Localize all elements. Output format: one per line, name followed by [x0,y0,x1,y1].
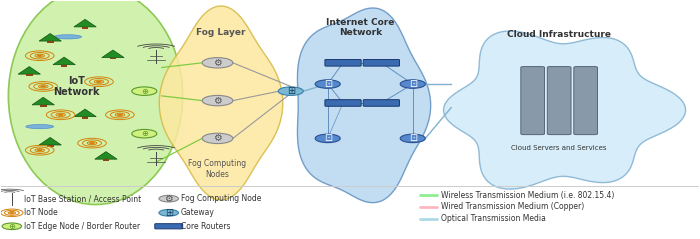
Text: ⊕: ⊕ [141,129,148,138]
FancyBboxPatch shape [325,60,361,66]
FancyBboxPatch shape [155,224,183,229]
Circle shape [400,134,426,143]
Ellipse shape [54,35,82,39]
Text: Optical Transmission Media: Optical Transmission Media [440,214,545,223]
Text: Core Routers: Core Routers [181,222,230,231]
Circle shape [118,114,122,116]
Circle shape [132,87,157,95]
Polygon shape [82,117,88,119]
Text: IoT Base Station / Access Point: IoT Base Station / Access Point [24,194,141,203]
FancyBboxPatch shape [363,60,400,66]
Ellipse shape [26,125,54,129]
FancyBboxPatch shape [363,100,400,106]
Text: ⊕: ⊕ [8,222,15,231]
Ellipse shape [8,0,183,205]
Polygon shape [74,19,96,27]
Text: ⚙: ⚙ [214,58,222,68]
Polygon shape [39,137,62,145]
Circle shape [159,210,178,216]
Circle shape [202,95,233,106]
Polygon shape [444,31,685,189]
Text: Wireless Transmission Medium (i.e. 802.15.4): Wireless Transmission Medium (i.e. 802.1… [440,190,614,200]
Text: IoT Edge Node / Border Router: IoT Edge Node / Border Router [24,222,140,231]
Polygon shape [18,67,41,74]
Polygon shape [47,145,53,147]
Polygon shape [53,57,76,65]
Circle shape [37,55,42,57]
Circle shape [97,81,102,82]
Polygon shape [298,8,430,203]
Text: IoT
Network: IoT Network [53,76,100,97]
Polygon shape [103,159,109,161]
Polygon shape [40,105,47,107]
Circle shape [400,80,426,88]
Circle shape [278,87,303,95]
Text: Fog Computing
Nodes: Fog Computing Nodes [188,159,246,179]
Text: Internet Core
Network: Internet Core Network [326,18,395,37]
Text: ⊞: ⊞ [164,208,173,218]
Text: ⊞: ⊞ [287,86,295,96]
Circle shape [132,130,157,138]
Text: ⚙: ⚙ [214,133,222,143]
Text: ⚙: ⚙ [164,194,173,204]
FancyBboxPatch shape [325,100,361,106]
Circle shape [159,195,178,202]
FancyBboxPatch shape [521,67,545,135]
Polygon shape [47,41,53,43]
Text: ⊡: ⊡ [409,79,416,89]
Polygon shape [94,152,117,159]
Polygon shape [32,97,55,105]
Polygon shape [74,109,96,117]
FancyBboxPatch shape [547,67,571,135]
Polygon shape [61,65,67,67]
Text: Cloud Servers and Services: Cloud Servers and Services [512,145,607,151]
Text: ⊡: ⊡ [409,133,416,143]
Text: ⊕: ⊕ [141,87,148,96]
Text: ⚙: ⚙ [214,96,222,106]
Circle shape [10,212,14,213]
Polygon shape [110,58,116,60]
Text: Cloud Infrastructure: Cloud Infrastructure [508,30,611,39]
Circle shape [90,142,95,144]
Text: IoT Node: IoT Node [24,208,57,217]
Circle shape [202,58,233,68]
Circle shape [2,223,22,230]
Circle shape [58,114,63,116]
Circle shape [37,149,42,151]
Text: ⊡: ⊡ [323,133,332,143]
Text: Wired Transmission Medium (Copper): Wired Transmission Medium (Copper) [440,202,584,212]
Text: Gateway: Gateway [181,208,214,217]
Polygon shape [160,6,283,200]
Polygon shape [26,74,33,76]
FancyBboxPatch shape [574,67,598,135]
Text: ⊡: ⊡ [323,79,332,89]
Polygon shape [39,33,62,41]
Circle shape [315,134,340,143]
Circle shape [315,80,340,88]
Text: Fog Layer: Fog Layer [196,27,246,37]
Circle shape [41,86,46,87]
Circle shape [202,133,233,144]
Text: Fog Computing Node: Fog Computing Node [181,194,261,203]
Polygon shape [82,27,88,29]
Polygon shape [102,50,124,58]
